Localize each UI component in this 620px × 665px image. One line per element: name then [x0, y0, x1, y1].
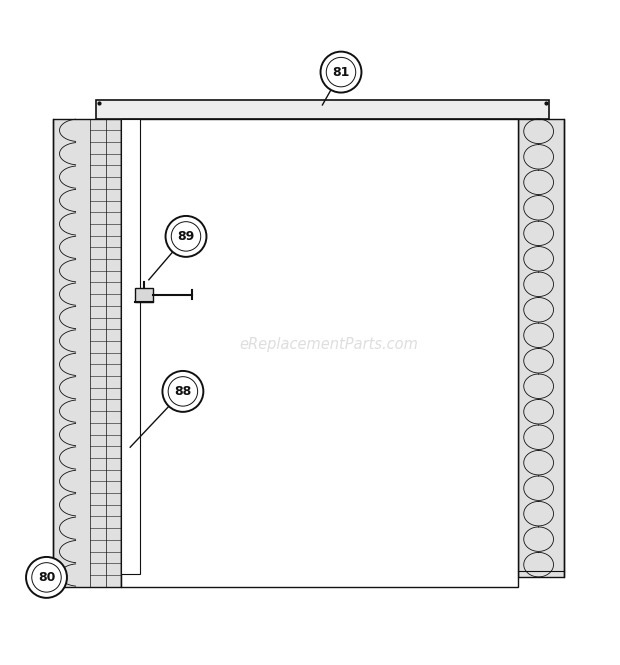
Circle shape	[321, 52, 361, 92]
Text: 80: 80	[38, 571, 55, 584]
Text: eReplacementParts.com: eReplacementParts.com	[239, 337, 418, 352]
Bar	[121, 118, 140, 575]
Bar	[96, 100, 549, 118]
Circle shape	[162, 371, 203, 412]
Bar	[121, 118, 518, 587]
Text: 81: 81	[332, 66, 350, 78]
Circle shape	[168, 376, 198, 406]
Circle shape	[171, 221, 201, 251]
Text: 89: 89	[177, 230, 195, 243]
Bar	[53, 118, 121, 587]
Text: 88: 88	[174, 385, 192, 398]
Circle shape	[32, 563, 61, 592]
Circle shape	[166, 216, 206, 257]
Bar	[518, 118, 564, 577]
Circle shape	[326, 57, 356, 87]
Circle shape	[26, 557, 67, 598]
Bar	[135, 288, 153, 301]
